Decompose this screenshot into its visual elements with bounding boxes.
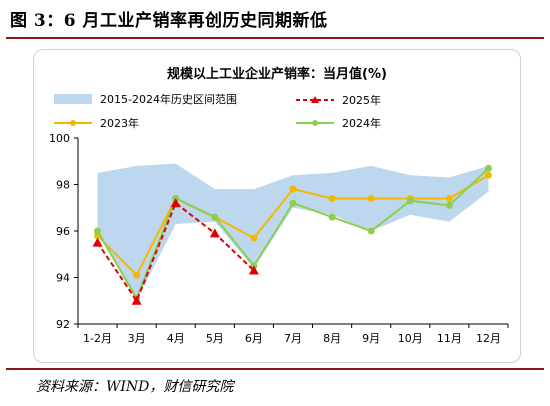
figure-title: 图 3：6 月工业产销率再创历史同期新低 xyxy=(10,11,328,31)
point-2-7 xyxy=(367,227,375,235)
x-tick-label: 11月 xyxy=(437,332,462,345)
point-0-2 xyxy=(170,198,181,208)
series-line-0 xyxy=(96,202,255,302)
source-rule xyxy=(6,368,544,370)
x-tick-label: 6月 xyxy=(245,332,263,345)
legend-marker-0 xyxy=(311,96,319,103)
point-1-10 xyxy=(484,171,492,179)
point-1-9 xyxy=(445,194,453,202)
legend-label-2: 2024年 xyxy=(342,116,381,130)
point-2-5 xyxy=(289,199,297,207)
x-tick-label: 12月 xyxy=(476,332,501,345)
x-tick-label: 1-2月 xyxy=(83,332,112,345)
x-tick-label: 4月 xyxy=(167,332,185,345)
legend-label-1: 2023年 xyxy=(100,116,139,130)
source-note: 资料来源：WIND，财信研究院 xyxy=(36,379,234,395)
y-tick-label: 94 xyxy=(56,272,70,285)
line-chart: 规模以上工业企业产销率：当月值(%) 2015-2024年历史区间范围 2025年 2… xyxy=(49,66,509,345)
point-0-1 xyxy=(131,295,142,305)
legend-marker-2 xyxy=(312,120,318,126)
y-tick-label: 100 xyxy=(49,132,70,145)
point-0-3 xyxy=(209,228,220,238)
legend-swatch-band xyxy=(54,94,92,104)
legend-marker-1 xyxy=(70,120,76,126)
point-2-0 xyxy=(94,227,102,235)
legend-label-0: 2025年 xyxy=(342,93,381,107)
point-1-5 xyxy=(289,185,297,193)
title-rule xyxy=(6,37,544,39)
x-tick-label: 10月 xyxy=(398,332,423,345)
legend-label-band: 2015-2024年历史区间范围 xyxy=(100,92,237,106)
x-tick-label: 8月 xyxy=(323,332,341,345)
y-tick-label: 92 xyxy=(56,318,70,331)
point-2-6 xyxy=(328,213,336,221)
point-1-4 xyxy=(250,234,258,242)
history-range-band xyxy=(97,163,489,301)
point-0-4 xyxy=(248,265,259,275)
point-2-3 xyxy=(211,213,219,221)
x-tick-label: 3月 xyxy=(128,332,146,345)
chart-title: 规模以上工业企业产销率：当月值(%) xyxy=(167,66,387,82)
point-2-10 xyxy=(484,164,492,172)
point-1-7 xyxy=(367,194,375,202)
y-tick-label: 98 xyxy=(56,179,70,192)
point-2-9 xyxy=(445,201,453,209)
x-tick-label: 7月 xyxy=(284,332,302,345)
point-1-1 xyxy=(133,271,141,279)
point-2-8 xyxy=(406,197,414,205)
x-tick-label: 5月 xyxy=(206,332,224,345)
point-0-0 xyxy=(92,237,103,247)
chart-frame: 规模以上工业企业产销率：当月值(%) 2015-2024年历史区间范围 2025年 2… xyxy=(33,49,521,363)
y-tick-label: 96 xyxy=(56,225,70,238)
point-1-6 xyxy=(328,194,336,202)
x-tick-label: 9月 xyxy=(362,332,380,345)
